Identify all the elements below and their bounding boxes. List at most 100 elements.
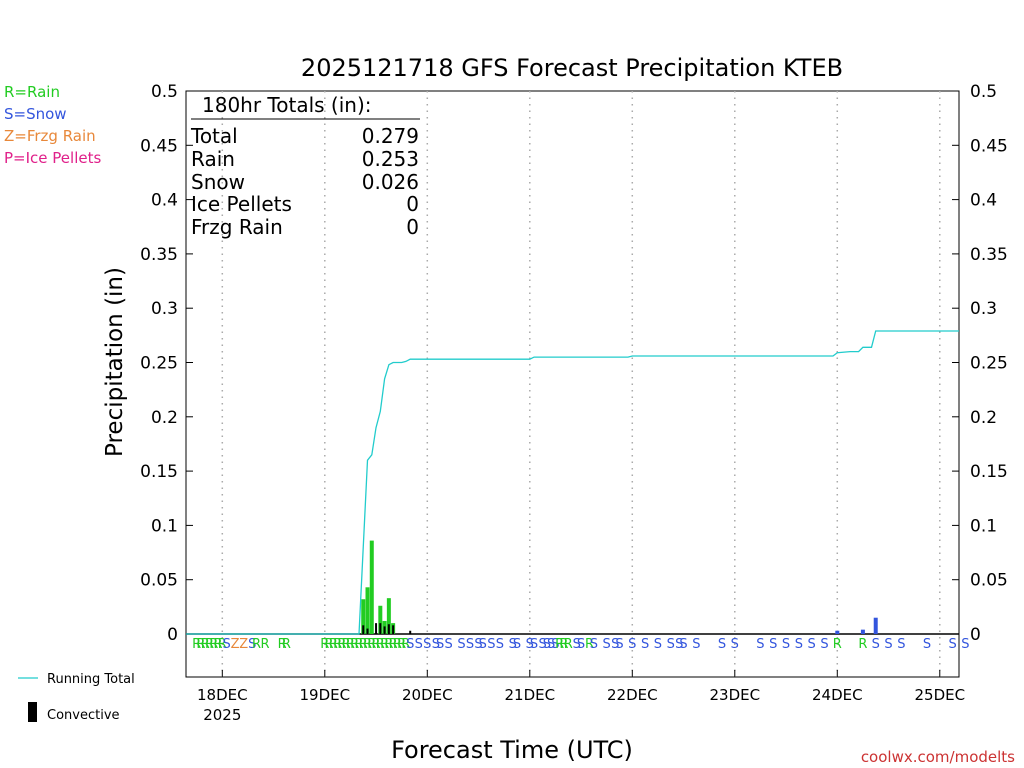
precip-type-marker: S <box>808 637 816 652</box>
precip-type-marker: S <box>897 637 905 652</box>
precip-type-marker: S <box>415 637 423 652</box>
legend-frzg-rain: Z=Frzg Rain <box>4 127 96 145</box>
precip-type-marker: R <box>393 637 402 652</box>
precip-type-marker: R <box>555 637 564 652</box>
precip-type-marker: Z <box>239 637 248 652</box>
totals-header: 180hr Totals (in): <box>202 93 372 117</box>
precip-type-marker: S <box>479 637 487 652</box>
plot-frame <box>185 90 960 678</box>
y-tick-label-left: 0.35 <box>140 245 178 265</box>
convective-bar <box>387 624 390 634</box>
precip-type-marker: R <box>354 637 363 652</box>
totals-label: Frzg Rain <box>191 215 283 239</box>
precip-type-marker: S <box>526 637 534 652</box>
precip-type-marker: S <box>474 637 482 652</box>
precip-type-marker: S <box>222 637 230 652</box>
y-tick-label-left: 0.15 <box>140 462 178 482</box>
y-tick-label-right: 0.15 <box>970 462 1008 482</box>
convective-bar <box>362 625 365 634</box>
precip-type-marker: S <box>432 637 440 652</box>
precip-type-marker: R <box>337 637 346 652</box>
precip-type-marker: R <box>252 637 261 652</box>
precip-type-marker: S <box>445 637 453 652</box>
precip-type-marker: S <box>961 637 969 652</box>
precip-bar <box>386 598 391 634</box>
precip-type-marker: R <box>833 637 842 652</box>
precip-bar <box>369 540 374 634</box>
precip-type-marker: S <box>543 637 551 652</box>
precip-type-marker: R <box>325 637 334 652</box>
precip-type-marker: R <box>389 637 398 652</box>
y-tick-label-right: 0.4 <box>970 191 997 211</box>
x-tick-label: 24DEC <box>812 686 863 704</box>
precip-type-marker: S <box>628 637 636 652</box>
y-tick-label-left: 0.2 <box>151 408 178 428</box>
y-tick-label-left: 0 <box>167 625 178 645</box>
precip-bar <box>365 587 370 634</box>
convective-bar <box>375 623 378 634</box>
precip-type-marker: S <box>406 637 414 652</box>
legend-snow: S=Snow <box>4 105 67 123</box>
precip-type-marker: R <box>278 637 287 652</box>
precip-type-marker: S <box>248 637 256 652</box>
y-tick-label-left: 0.5 <box>151 82 178 102</box>
precip-type-marker: S <box>872 637 880 652</box>
y-axis-label: Precipitation (in) <box>102 267 128 457</box>
precip-type-marker: S <box>769 637 777 652</box>
precip-type-marker: S <box>509 637 517 652</box>
precip-type-marker: R <box>346 637 355 652</box>
precip-type-marker: S <box>795 637 803 652</box>
precip-type-legend: R=Rain S=Snow Z=Frzg Rain P=Ice Pellets <box>4 83 101 167</box>
precip-type-marker: S <box>530 637 538 652</box>
precip-type-marker: S <box>573 637 581 652</box>
x-axis-label: Forecast Time (UTC) <box>391 736 633 764</box>
precip-type-marker: S <box>423 637 431 652</box>
precip-type-marker: R <box>201 637 210 652</box>
totals-value: 0 <box>406 215 419 239</box>
totals-box: 180hr Totals (in): Total 0.279 Rain 0.25… <box>190 93 420 239</box>
precip-type-marker: S <box>675 637 683 652</box>
precip-type-marker: S <box>692 637 700 652</box>
precip-type-marker: R <box>367 637 376 652</box>
legend-rain: R=Rain <box>4 83 60 101</box>
x-tick-label: 21DEC <box>504 686 555 704</box>
precip-type-marker: S <box>611 637 619 652</box>
convective-bars <box>362 623 412 634</box>
precip-bar <box>860 629 865 634</box>
credit-text: coolwx.com/modelts <box>861 748 1015 766</box>
totals-value: 0.279 <box>362 124 419 148</box>
x-tick-label: 22DEC <box>607 686 658 704</box>
precip-type-marker: S <box>667 637 675 652</box>
precip-type-marker: S <box>782 637 790 652</box>
y-tick-label-right: 0 <box>970 625 981 645</box>
precip-type-marker: S <box>718 637 726 652</box>
precip-type-marker: R <box>376 637 385 652</box>
legend-ice-pellets: P=Ice Pellets <box>4 149 101 167</box>
legend-convective: Convective <box>47 708 120 723</box>
convective-swatch <box>28 702 37 722</box>
totals-label: Total <box>190 124 238 148</box>
precip-type-marker: R <box>585 637 594 652</box>
precip-bar <box>361 599 366 634</box>
precip-type-marker: S <box>731 637 739 652</box>
precip-type-marker: S <box>436 637 444 652</box>
precip-type-marker: R <box>363 637 372 652</box>
precip-type-marker: R <box>192 637 201 652</box>
precip-bar <box>378 605 383 634</box>
x-tick-label: 18DEC <box>197 686 248 704</box>
precip-type-marker: S <box>513 637 521 652</box>
y-tick-label-left: 0.45 <box>140 136 178 156</box>
precip-type-marker: S <box>923 637 931 652</box>
totals-value: 0 <box>406 192 419 216</box>
precip-type-marker: R <box>196 637 205 652</box>
series-legend: Running Total Convective <box>18 672 135 723</box>
precip-type-marker: R <box>564 637 573 652</box>
precip-bars <box>361 540 878 634</box>
y-tick-label-left: 0.4 <box>151 191 178 211</box>
precip-type-marker: S <box>679 637 687 652</box>
y-tick-label-right: 0.25 <box>970 354 1008 374</box>
x-tick-sublabel: 2025 <box>203 706 241 724</box>
precip-type-marker: R <box>329 637 338 652</box>
precip-type-marker: R <box>384 637 393 652</box>
